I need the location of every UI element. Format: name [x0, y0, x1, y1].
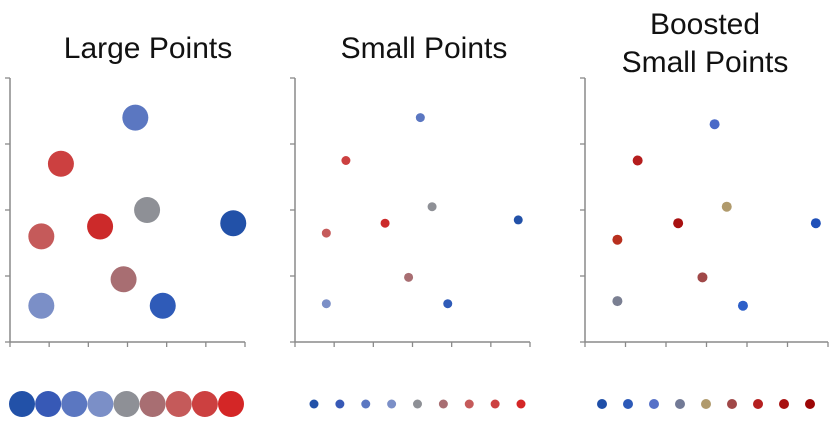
boosted-small-points-palette-swatch-9	[805, 399, 815, 409]
large-points-point-9	[149, 292, 176, 319]
large-points-palette-swatch-3	[61, 391, 88, 417]
boosted-small-points-point-1	[709, 119, 720, 130]
small-points-point-8	[321, 299, 331, 309]
large-points-palette-swatch-5	[113, 391, 140, 417]
boosted-small-points-title-line-1: Boosted	[650, 8, 760, 41]
boosted-small-points-point-5	[612, 234, 623, 245]
small-points-point-9	[443, 299, 453, 309]
boosted-small-points-point-8	[612, 296, 623, 307]
large-points-palette-swatch-9	[218, 391, 244, 417]
large-points-palette-swatch-2	[35, 391, 62, 417]
small-points-point-4	[513, 215, 523, 225]
boosted-small-points-point-3	[721, 201, 732, 212]
large-points-palette-swatch-7	[165, 391, 192, 417]
boosted-small-points-palette-swatch-3	[649, 399, 659, 409]
large-points-palette-swatch-8	[191, 391, 218, 417]
small-points-palette-swatch-3	[361, 399, 371, 409]
small-points-point-6	[380, 218, 390, 228]
large-points-panel: Large Points	[5, 32, 247, 417]
large-points-palette-swatch-1	[9, 391, 35, 417]
small-points-title: Small Points	[341, 32, 508, 65]
boosted-small-points-point-9	[737, 300, 748, 311]
boosted-small-points-point-6	[673, 218, 684, 229]
boosted-small-points-palette-swatch-5	[701, 399, 711, 409]
small-points-palette-swatch-9	[516, 399, 526, 409]
boosted-small-points-point-4	[810, 218, 821, 229]
large-points-point-2	[47, 150, 74, 177]
boosted-small-points-palette-swatch-1	[597, 399, 607, 409]
boosted-small-points-palette-swatch-7	[753, 399, 763, 409]
boosted-small-points-palette-swatch-8	[779, 399, 789, 409]
small-points-point-7	[404, 272, 414, 282]
small-points-palette-swatch-7	[464, 399, 474, 409]
large-points-point-3	[134, 197, 161, 223]
small-points-palette-swatch-4	[387, 399, 397, 409]
boosted-small-points-point-2	[632, 155, 643, 166]
small-points-palette-swatch-2	[335, 399, 345, 409]
small-points-point-3	[427, 202, 437, 212]
large-points-palette-swatch-4	[87, 391, 114, 417]
large-points-point-4	[220, 210, 247, 237]
small-points-panel: Small Points	[290, 32, 531, 409]
large-points-point-6	[87, 213, 114, 240]
boosted-small-points-panel: Boosted Small Points	[580, 8, 829, 409]
boosted-small-points-palette-swatch-4	[675, 399, 685, 409]
large-points-point-8	[28, 292, 55, 319]
boosted-small-points-palette-swatch-6	[727, 399, 737, 409]
small-points-palette-swatch-5	[413, 399, 422, 409]
large-points-point-7	[110, 266, 137, 293]
small-points-point-1	[415, 113, 425, 123]
small-points-palette-swatch-1	[309, 399, 319, 409]
small-points-point-5	[321, 228, 331, 238]
boosted-small-points-palette-swatch-2	[623, 399, 633, 409]
large-points-title: Large Points	[64, 32, 232, 65]
large-points-point-5	[28, 223, 55, 250]
small-points-palette-swatch-6	[438, 399, 448, 409]
large-points-point-1	[122, 104, 149, 131]
boosted-small-points-point-7	[697, 272, 708, 283]
small-points-point-2	[341, 156, 351, 165]
boosted-small-points-title-line-2: Small Points	[622, 46, 789, 79]
large-points-palette-swatch-6	[139, 391, 166, 417]
small-points-palette-swatch-8	[490, 399, 500, 409]
